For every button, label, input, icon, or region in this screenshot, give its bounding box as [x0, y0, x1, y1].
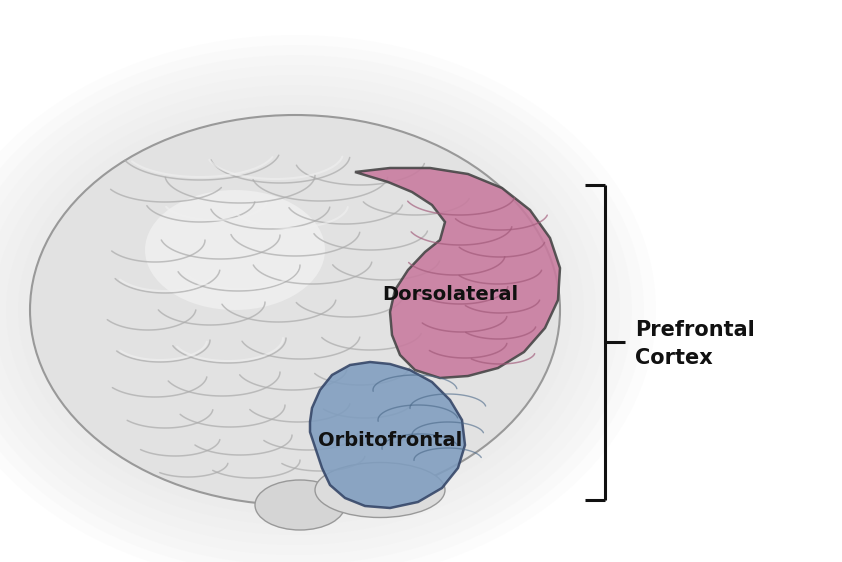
Text: Orbitofrontal: Orbitofrontal — [318, 430, 462, 450]
Text: Prefrontal: Prefrontal — [635, 320, 754, 340]
Ellipse shape — [0, 65, 620, 555]
Ellipse shape — [0, 85, 596, 535]
Ellipse shape — [315, 463, 445, 518]
Ellipse shape — [0, 55, 632, 562]
Ellipse shape — [0, 35, 656, 562]
Ellipse shape — [0, 75, 608, 545]
Ellipse shape — [6, 95, 584, 525]
Ellipse shape — [145, 190, 325, 310]
Ellipse shape — [255, 480, 345, 530]
Text: Dorsolateral: Dorsolateral — [382, 285, 518, 305]
Polygon shape — [310, 362, 465, 508]
Text: Cortex: Cortex — [635, 348, 712, 368]
Ellipse shape — [0, 45, 644, 562]
Ellipse shape — [30, 115, 560, 505]
Polygon shape — [355, 168, 560, 378]
Ellipse shape — [18, 105, 572, 515]
